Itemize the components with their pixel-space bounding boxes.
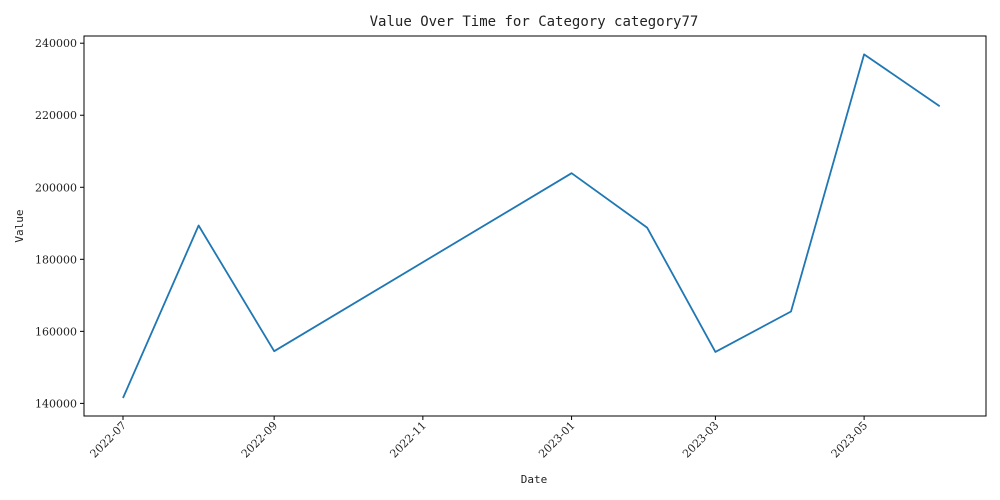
- x-axis-label: Date: [521, 473, 548, 486]
- y-axis: 140000 160000 180000 200000 220000 240000: [35, 37, 84, 410]
- x-tick-label: 2022-07: [88, 419, 130, 461]
- series-line: [122, 53, 941, 399]
- y-tick-label: 180000: [35, 253, 77, 266]
- y-tick-label: 220000: [35, 109, 77, 122]
- plot-area: [83, 35, 987, 417]
- series-layer: [122, 53, 941, 399]
- x-axis: 2022-07 2022-09 2022-11 2023-01 2023-03 2023-…: [88, 416, 871, 461]
- x-tick-label: 2023-05: [829, 419, 871, 461]
- x-tick-label: 2023-03: [680, 419, 722, 461]
- chart-title: Value Over Time for Category category77: [370, 14, 699, 30]
- x-tick-label: 2023-01: [536, 419, 578, 461]
- y-tick-label: 160000: [35, 325, 77, 338]
- x-tick-label: 2022-11: [387, 419, 429, 461]
- y-tick-label: 200000: [35, 181, 77, 194]
- plot-frame: [83, 35, 987, 417]
- x-tick-label: 2022-09: [239, 419, 281, 461]
- y-tick-label: 240000: [35, 37, 77, 50]
- y-axis-label: Value: [13, 209, 26, 242]
- y-tick-label: 140000: [35, 397, 77, 410]
